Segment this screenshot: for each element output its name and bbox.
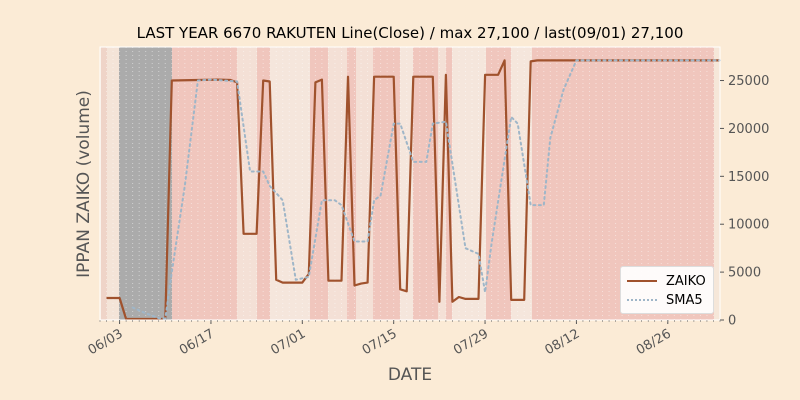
y-tick-label: 5000 xyxy=(728,266,761,281)
background-bands xyxy=(100,47,720,320)
background-band xyxy=(172,47,237,320)
x-tick-label: 08/12 xyxy=(542,326,582,358)
x-tick-label: 06/03 xyxy=(86,326,126,358)
background-band xyxy=(413,47,438,320)
background-band xyxy=(400,47,413,320)
background-band xyxy=(486,47,511,320)
background-band xyxy=(452,47,486,320)
x-tick-label: 07/29 xyxy=(451,326,491,358)
background-band xyxy=(511,47,532,320)
y-tick-label: 20000 xyxy=(728,122,769,137)
background-band xyxy=(107,47,119,320)
background-band xyxy=(237,47,257,320)
x-tick-label: 07/01 xyxy=(268,326,308,358)
y-tick-label: 0 xyxy=(728,314,736,329)
legend-swatch-zaiko xyxy=(627,280,657,282)
y-tick-label: 25000 xyxy=(728,74,769,89)
x-tick-label: 06/17 xyxy=(177,326,217,358)
legend-label-zaiko: ZAIKO xyxy=(666,273,706,289)
x-tick-label: 07/15 xyxy=(360,326,400,358)
x-tick-label: 08/26 xyxy=(634,326,674,358)
series-line-sma5 xyxy=(131,59,721,320)
legend-swatch-sma5 xyxy=(627,299,657,301)
background-band xyxy=(373,47,400,320)
background-band xyxy=(257,47,270,320)
x-axis-label: DATE xyxy=(387,365,433,385)
plot-frame xyxy=(99,46,721,321)
legend: ZAIKO SMA5 xyxy=(620,266,714,314)
chart-title: LAST YEAR 6670 RAKUTEN Line(Close) / max… xyxy=(136,24,684,42)
legend-item-sma5: SMA5 xyxy=(627,291,703,309)
y-tick-label: 10000 xyxy=(728,218,769,233)
series-line-zaiko xyxy=(106,59,720,321)
legend-item-zaiko: ZAIKO xyxy=(627,272,706,290)
y-axis-label: IPPAN ZAIKO (volume) xyxy=(74,90,94,278)
background-band xyxy=(119,47,172,320)
y-tick-label: 15000 xyxy=(728,170,769,185)
background-band xyxy=(101,47,107,320)
series-layer xyxy=(106,59,721,321)
legend-label-sma5: SMA5 xyxy=(666,292,703,308)
